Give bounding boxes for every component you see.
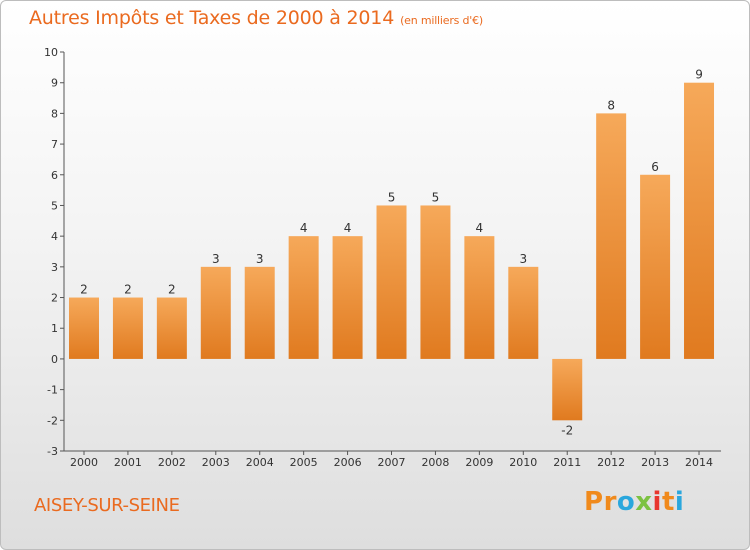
data-label-2012: 8 [607,98,615,112]
proxiti-logo[interactable]: Proxiti [584,487,684,517]
y-tick-label: 4 [51,230,58,243]
x-tick-label: 2013 [641,456,669,469]
x-tick-label: 2003 [202,456,230,469]
chart-title: Autres Impôts et Taxes de 2000 à 2014 (en… [29,7,483,29]
x-tick-label: 2009 [465,456,493,469]
data-label-2001: 2 [124,283,132,297]
y-tick-label: -2 [47,414,58,427]
x-tick-label: 2012 [597,456,625,469]
logo-letter: r [603,487,617,517]
x-tick-label: 2010 [509,456,537,469]
bar-2005 [288,236,319,359]
logo-letter: i [652,487,662,517]
logo-letter: t [661,487,675,517]
x-tick-label: 2005 [290,456,318,469]
bar-2002 [156,297,187,359]
bar-2014 [684,82,715,359]
x-tick-label: 2011 [553,456,581,469]
data-label-2013: 6 [651,160,659,174]
data-label-2011: -2 [561,423,573,437]
data-label-2009: 4 [476,221,484,235]
y-tick-label: 2 [51,292,58,305]
x-tick-label: 2004 [246,456,274,469]
bar-2007 [376,205,407,359]
location-name: AISEY-SUR-SEINE [34,495,180,516]
data-label-2010: 3 [519,252,527,266]
data-label-2003: 3 [212,252,220,266]
x-axis: 2000 2001 2002 2003 2004 2005 2006 2007 2008 2009… [64,450,722,469]
x-tick-label: 2014 [685,456,713,469]
data-label-2005: 4 [300,221,308,235]
bar-2008 [420,205,451,359]
bar-2001 [112,297,143,359]
bar-2006 [332,236,363,359]
x-tick-label: 2000 [70,456,98,469]
bar-2010 [508,266,539,359]
logo-letter: P [584,487,604,517]
y-tick-label: 0 [51,353,58,366]
bar-2012 [596,113,627,359]
data-label-2014: 9 [695,68,703,82]
chart-subtitle: (en milliers d'€) [400,14,483,27]
data-label-2008: 5 [432,190,440,204]
logo-letter: o [616,487,636,517]
x-tick-label: 2001 [114,456,142,469]
data-label-2004: 3 [256,252,264,266]
y-tick-label: 6 [51,169,58,182]
y-tick-label: 1 [51,322,58,335]
y-tick-label: -3 [47,445,58,458]
data-label-2006: 4 [344,221,352,235]
y-tick-label: -1 [47,384,58,397]
data-label-2000: 2 [80,283,88,297]
bar-2009 [464,236,495,359]
x-tick-label: 2007 [378,456,406,469]
logo-letter: x [635,487,653,517]
chart-title-text: Autres Impôts et Taxes de 2000 à 2014 [29,7,395,29]
x-tick-label: 2006 [334,456,362,469]
y-tick-label: 5 [51,199,58,212]
y-tick-label: 7 [51,138,58,151]
bar-2011 [552,358,583,421]
data-label-2007: 5 [388,190,396,204]
bar-2003 [200,266,231,359]
bars [69,82,715,421]
bar-2000 [69,297,99,359]
x-tick-label: 2002 [158,456,186,469]
bar-2004 [244,266,275,359]
data-label-2002: 2 [168,283,176,297]
y-tick-label: 8 [51,107,58,120]
bar-2013 [640,174,671,359]
y-tick-label: 3 [51,261,58,274]
y-tick-label: 9 [51,77,58,90]
x-tick-label: 2008 [421,456,449,469]
y-tick-label: 10 [44,46,58,59]
data-labels: 2 2 2 3 3 4 4 5 5 4 3 -2 8 6 9 [80,68,703,438]
logo-letter: i [674,487,685,517]
